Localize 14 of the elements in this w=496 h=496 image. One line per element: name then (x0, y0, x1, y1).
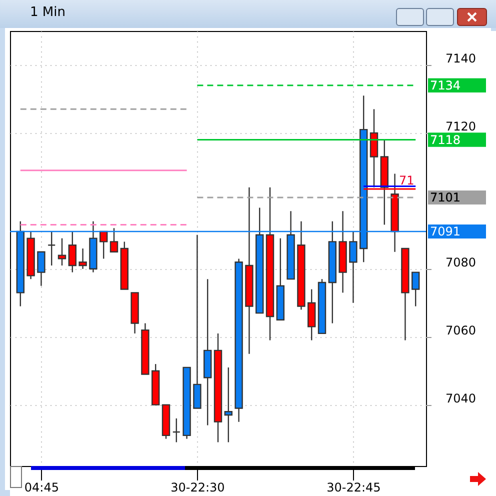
chart-title: 1 Min (30, 5, 66, 20)
ref-line-label: 7091 (430, 224, 461, 239)
y-tick-label: 7080 (446, 255, 476, 270)
y-tick-label: 7120 (446, 119, 476, 134)
data-label: 7101 (430, 190, 461, 205)
y-tick-label: 7060 (446, 323, 476, 338)
y-tick-label: 7140 (446, 51, 476, 66)
x-tick-label: 04:45 (24, 480, 59, 494)
y-tick-label: 7040 (446, 391, 476, 406)
x-tick-label: 30-22:45 (326, 480, 381, 494)
data-label: 7134 (430, 78, 461, 92)
data-label: 7118 (430, 132, 461, 147)
x-tick-label: 30-22:30 (170, 480, 225, 494)
annotation: 71 (398, 174, 414, 188)
